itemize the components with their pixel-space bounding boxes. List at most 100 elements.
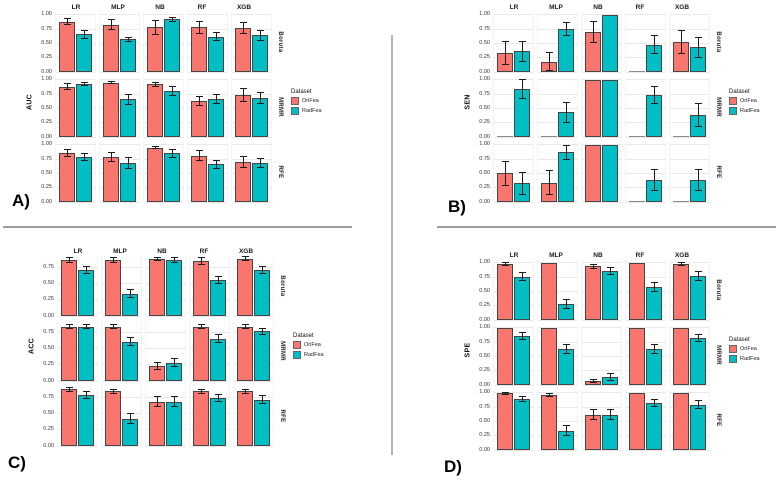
- facet-cell: [189, 321, 230, 382]
- y-axis-label: SEN: [462, 2, 473, 202]
- y-tick-label: 0.75: [41, 25, 52, 32]
- y-tick-label: 0.25: [479, 184, 490, 191]
- y-axis-label-text: SPE: [464, 342, 471, 358]
- gridline: [58, 347, 97, 349]
- y-tick-label: 0.50: [479, 39, 490, 46]
- error-bar: [562, 343, 570, 355]
- gridline: [232, 136, 271, 138]
- error-bar: [545, 392, 553, 398]
- y-tick-label: 0.75: [41, 90, 52, 97]
- legend: Dataset OriFea RadFea: [293, 333, 324, 359]
- gridline: [538, 262, 577, 264]
- facet-cell: [581, 77, 622, 138]
- facet-row-strip-label: RFE: [714, 413, 721, 427]
- error-bar: [650, 281, 658, 292]
- y-tick-label: 0.25: [43, 426, 54, 433]
- panel-b-sen-chart: SEN LR MLP NB RF XGB 1.00 0.75 0.50 0.25 0.00 Borut…: [462, 2, 760, 204]
- gridline: [582, 370, 621, 372]
- gridline: [582, 262, 621, 264]
- facet-column-headers: LR MLP NB RF XGB: [35, 2, 284, 12]
- facet-column-header: RF: [197, 4, 207, 11]
- y-tick-label: 1.00: [479, 11, 490, 18]
- zero-value-bar: [629, 135, 645, 137]
- gridline: [494, 14, 533, 16]
- legend-key-orifea: [729, 345, 737, 353]
- bar-orifea: [237, 391, 253, 446]
- bar-radfea: [122, 341, 138, 381]
- facet-row: 1.00 0.75 0.50 0.25 0.00 RFE: [473, 390, 722, 453]
- gridline: [56, 122, 95, 124]
- bar-radfea: [514, 276, 530, 320]
- facet-row: 1.00 0.75 0.50 0.25 0.00 MRMR: [473, 325, 722, 388]
- gridline: [58, 315, 97, 317]
- y-tick-label: 0.75: [479, 155, 490, 162]
- facet-cell: [145, 256, 186, 317]
- gridline: [582, 392, 621, 394]
- error-bar: [109, 257, 117, 263]
- gridline: [538, 71, 577, 73]
- error-bar: [170, 358, 178, 368]
- gridline: [58, 412, 97, 414]
- legend-title: Dataset: [293, 333, 314, 339]
- bar-orifea: [585, 266, 601, 320]
- facet-row: 1.00 0.75 0.50 0.25 0.00 Boruta: [35, 12, 284, 75]
- y-tick-label: 0.75: [43, 328, 54, 335]
- panel-label-b: B): [448, 197, 466, 216]
- error-bar: [212, 159, 220, 169]
- error-bar: [562, 298, 570, 310]
- gridline: [626, 290, 665, 292]
- gridline: [102, 331, 141, 333]
- bar-radfea: [690, 404, 706, 450]
- facet-cell: [669, 77, 710, 138]
- gridline: [56, 158, 95, 160]
- gridline: [146, 380, 185, 382]
- y-tick-label: 0.50: [479, 104, 490, 111]
- horizontal-divider-right: [437, 226, 776, 228]
- gridline: [582, 93, 621, 95]
- gridline: [494, 122, 533, 124]
- bar-orifea: [191, 101, 207, 137]
- legend-label: RadFea: [304, 352, 324, 358]
- facet-row-strip: MRMR: [713, 77, 722, 137]
- bar-orifea: [59, 21, 75, 72]
- gridline: [626, 136, 665, 138]
- bar-orifea: [497, 264, 513, 320]
- error-bar: [153, 256, 161, 261]
- gridline: [56, 107, 95, 109]
- gridline: [626, 305, 665, 307]
- y-tick-label: 1.00: [479, 76, 490, 83]
- gridline: [670, 355, 709, 357]
- error-bar: [63, 83, 71, 91]
- gridline: [190, 396, 229, 398]
- error-bar: [518, 40, 526, 63]
- gridline: [234, 380, 273, 382]
- bar-radfea: [120, 39, 136, 72]
- y-tick-label: 0.25: [479, 54, 490, 61]
- gridline: [582, 79, 621, 81]
- bar-radfea: [78, 270, 94, 316]
- error-bar: [170, 396, 178, 407]
- bar-orifea: [105, 391, 121, 446]
- error-bar: [241, 256, 249, 262]
- error-bar: [606, 266, 614, 275]
- facet-cell: [625, 325, 666, 386]
- legend-entry: OriFea: [729, 97, 760, 105]
- error-bar: [256, 30, 264, 41]
- facet-cell: [143, 142, 184, 203]
- gridline: [582, 327, 621, 329]
- gridline: [232, 158, 271, 160]
- gridline: [188, 172, 227, 174]
- bar-radfea: [210, 280, 226, 316]
- gridline: [188, 122, 227, 124]
- gridline: [188, 79, 227, 81]
- gridline: [234, 412, 273, 414]
- error-bar: [589, 21, 597, 43]
- panel-label-a: A): [12, 191, 30, 210]
- gridline: [232, 187, 271, 189]
- facet-cell: [231, 77, 272, 138]
- bar-orifea: [193, 326, 209, 381]
- gridline: [56, 79, 95, 81]
- facet-cell: [493, 325, 534, 386]
- y-tick-label: 0.50: [43, 279, 54, 286]
- gridline: [626, 319, 665, 321]
